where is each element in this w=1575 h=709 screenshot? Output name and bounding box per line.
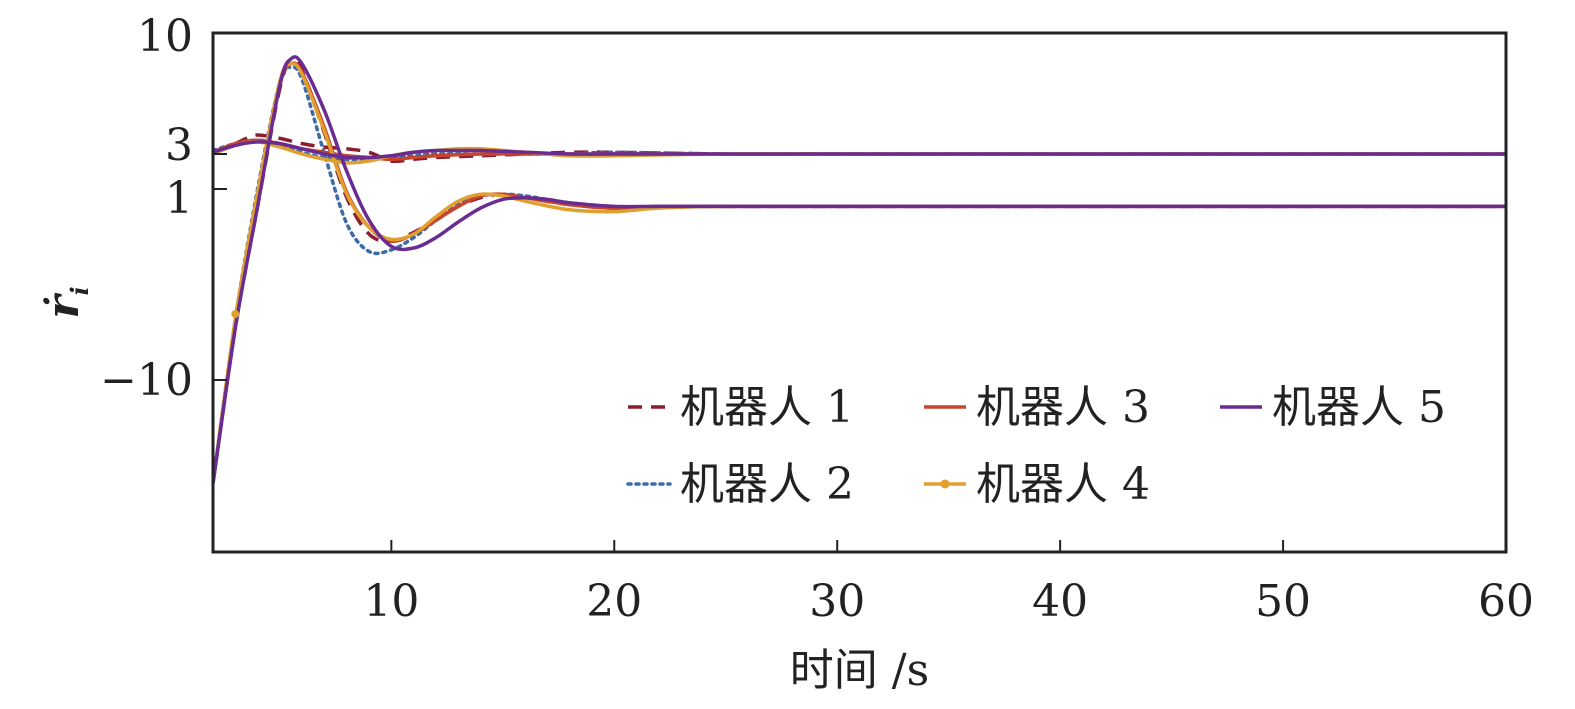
x-tick-label: 20 [586,576,642,627]
y-axis-label-main: ṙ [38,293,89,319]
y-tick-label: −10 [100,355,193,406]
legend-label: 机器人 4 [976,459,1150,510]
plot-frame [211,31,1508,554]
series-line-10 [213,55,1506,484]
axis-labels: 时间 /s ṙi [38,286,929,696]
x-tick-label: 40 [1032,576,1088,627]
legend-item: 机器人 3 [924,382,1150,433]
y-tick-label: 10 [137,11,193,62]
series-line-5 [213,138,1506,162]
y-axis-label: ṙi [38,286,94,318]
legend-item: 机器人 2 [626,459,854,510]
x-tick-label: 10 [363,576,419,627]
legend: 机器人 1 机器人 3 机器人 5 机器人 2 机器人 4 [626,382,1446,510]
x-tick-label: 50 [1255,576,1311,627]
legend-label: 机器人 2 [680,459,854,510]
legend-label: 机器人 3 [976,382,1150,433]
y-axis-label-subscript: i [65,286,94,295]
legend-item: 机器人 1 [628,382,854,433]
x-tick-label: 30 [809,576,865,627]
legend-item: 机器人 5 [1220,382,1446,433]
legend-label: 机器人 1 [680,382,854,433]
x-axis-label: 时间 /s [790,645,929,696]
legend-item: 机器人 4 [924,459,1150,510]
legend-swatch-marker [940,479,950,489]
y-tick-label: 3 [165,120,193,171]
series-marker-1 [231,310,240,319]
y-tick-label: 1 [165,173,193,224]
series-layer [213,55,1506,485]
tick-layer: 10 20 30 40 50 60 10 31 −10 [100,11,1534,627]
series-line-9 [213,140,1506,160]
x-tick-label: 60 [1478,576,1534,627]
legend-label: 机器人 5 [1272,382,1446,433]
